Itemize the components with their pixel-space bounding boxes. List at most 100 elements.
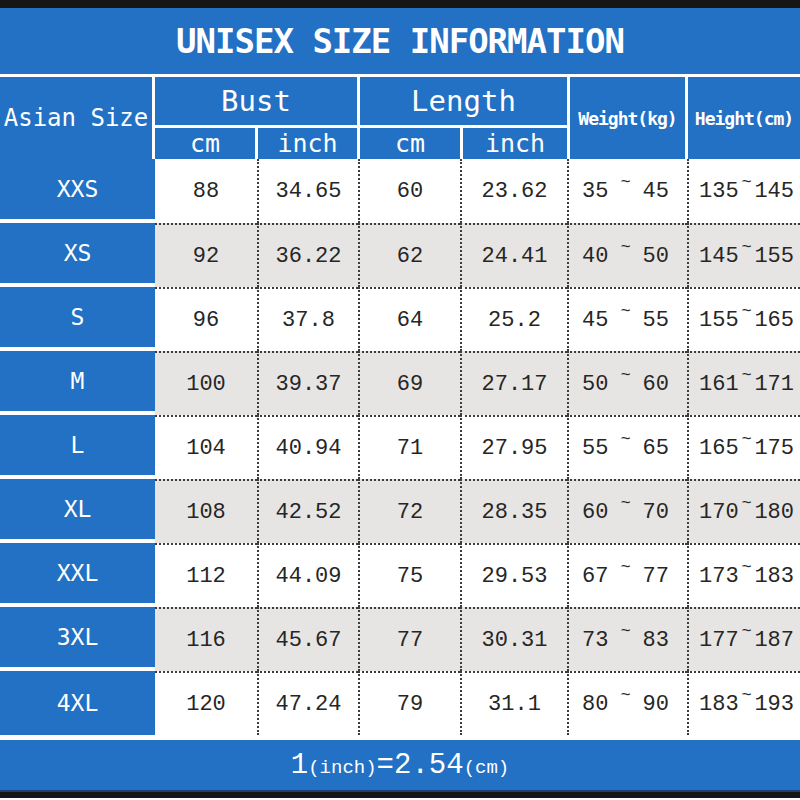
weight-max: 77 [643, 564, 669, 589]
length-inch-cell: 31.1 [460, 671, 567, 735]
length-cm-cell: 75 [358, 543, 460, 607]
table-row: S 96 37.8 64 25.2 45 ~ 55 155 ~ 165 [0, 287, 800, 351]
tilde-glyph: ~ [620, 366, 630, 385]
weight-min: 50 [582, 372, 608, 397]
table-row: M 100 39.37 69 27.17 50 ~ 60 161 ~ 171 [0, 351, 800, 415]
weight-range-cell: 55 ~ 65 [567, 415, 687, 479]
size-label: XXS [0, 159, 155, 223]
length-inch-cell: 23.62 [460, 159, 567, 223]
size-label: 4XL [0, 671, 155, 735]
subheader-bust-cm: cm [155, 128, 255, 159]
weight-range-cell: 45 ~ 55 [567, 287, 687, 351]
bust-cm-cell: 108 [155, 479, 257, 543]
tilde-glyph: ~ [741, 302, 751, 321]
size-label: XL [0, 479, 155, 543]
height-max: 145 [754, 179, 794, 204]
weight-range-cell: 35 ~ 45 [567, 159, 687, 223]
table-body: XXS 88 34.65 60 23.62 35 ~ 45 135 ~ 145 … [0, 159, 800, 735]
bust-inch-cell: 36.22 [257, 223, 358, 287]
length-inch-cell: 27.17 [460, 351, 567, 415]
length-inch-cell: 24.41 [460, 223, 567, 287]
height-max: 180 [754, 500, 794, 525]
height-range-cell: 135 ~ 145 [687, 159, 800, 223]
conversion-unit-1: (inch) [308, 757, 376, 779]
height-max: 187 [754, 628, 794, 653]
table-header: Asian Size Bust Length Weight(kg) Height… [0, 77, 800, 159]
weight-max: 65 [643, 436, 669, 461]
height-max: 175 [754, 436, 794, 461]
weight-max: 50 [643, 244, 669, 269]
height-min: 145 [699, 244, 739, 269]
height-max: 165 [754, 308, 794, 333]
bust-inch-cell: 45.67 [257, 607, 358, 671]
length-cm-cell: 60 [358, 159, 460, 223]
tilde-glyph: ~ [741, 622, 751, 641]
bottom-black-bar [0, 790, 800, 798]
table-row: XL 108 42.52 72 28.35 60 ~ 70 170 ~ 180 [0, 479, 800, 543]
conversion-value-1: 1 [291, 749, 308, 782]
tilde-glyph: ~ [620, 173, 630, 192]
height-range-cell: 177 ~ 187 [687, 607, 800, 671]
height-min: 135 [699, 179, 739, 204]
size-chart-page: UNISEX SIZE INFORMATION Asian Size Bust … [0, 0, 800, 800]
weight-range-cell: 50 ~ 60 [567, 351, 687, 415]
weight-range-cell: 67 ~ 77 [567, 543, 687, 607]
length-cm-cell: 64 [358, 287, 460, 351]
tilde-glyph: ~ [620, 622, 630, 641]
size-label: M [0, 351, 155, 415]
weight-min: 45 [582, 308, 608, 333]
bust-inch-cell: 44.09 [257, 543, 358, 607]
weight-min: 40 [582, 244, 608, 269]
top-black-bar [0, 0, 800, 8]
tilde-glyph: ~ [620, 686, 630, 705]
length-inch-cell: 29.53 [460, 543, 567, 607]
length-cm-cell: 72 [358, 479, 460, 543]
tilde-glyph: ~ [620, 238, 630, 257]
subheader-bust-inch: inch [258, 128, 357, 159]
weight-max: 60 [643, 372, 669, 397]
height-min: 170 [699, 500, 739, 525]
height-range-cell: 155 ~ 165 [687, 287, 800, 351]
weight-range-cell: 73 ~ 83 [567, 607, 687, 671]
weight-min: 67 [582, 564, 608, 589]
height-min: 183 [699, 692, 739, 717]
height-max: 183 [754, 564, 794, 589]
tilde-glyph: ~ [620, 302, 630, 321]
bust-cm-cell: 112 [155, 543, 257, 607]
conversion-equals: = [377, 749, 394, 782]
size-label: L [0, 415, 155, 479]
bust-cm-cell: 120 [155, 671, 257, 735]
size-label: XS [0, 223, 155, 287]
bust-cm-cell: 88 [155, 159, 257, 223]
tilde-glyph: ~ [741, 686, 751, 705]
table-row: 4XL 120 47.24 79 31.1 80 ~ 90 183 ~ 193 [0, 671, 800, 735]
weight-max: 83 [643, 628, 669, 653]
header-bust: Bust [155, 77, 357, 125]
length-cm-cell: 79 [358, 671, 460, 735]
weight-max: 55 [643, 308, 669, 333]
tilde-glyph: ~ [620, 430, 630, 449]
bust-inch-cell: 37.8 [257, 287, 358, 351]
bust-inch-cell: 42.52 [257, 479, 358, 543]
weight-max: 70 [643, 500, 669, 525]
bust-inch-cell: 39.37 [257, 351, 358, 415]
length-cm-cell: 71 [358, 415, 460, 479]
bust-inch-cell: 40.94 [257, 415, 358, 479]
tilde-glyph: ~ [741, 558, 751, 577]
weight-min: 60 [582, 500, 608, 525]
height-min: 161 [699, 372, 739, 397]
height-max: 155 [754, 244, 794, 269]
height-min: 173 [699, 564, 739, 589]
header-asian-size: Asian Size [0, 77, 152, 159]
height-range-cell: 161 ~ 171 [687, 351, 800, 415]
height-range-cell: 165 ~ 175 [687, 415, 800, 479]
bust-cm-cell: 116 [155, 607, 257, 671]
header-length: Length [360, 77, 567, 125]
weight-range-cell: 80 ~ 90 [567, 671, 687, 735]
table-row: L 104 40.94 71 27.95 55 ~ 65 165 ~ 175 [0, 415, 800, 479]
tilde-glyph: ~ [741, 494, 751, 513]
weight-min: 80 [582, 692, 608, 717]
bust-cm-cell: 92 [155, 223, 257, 287]
size-label: XXL [0, 543, 155, 607]
height-max: 171 [754, 372, 794, 397]
